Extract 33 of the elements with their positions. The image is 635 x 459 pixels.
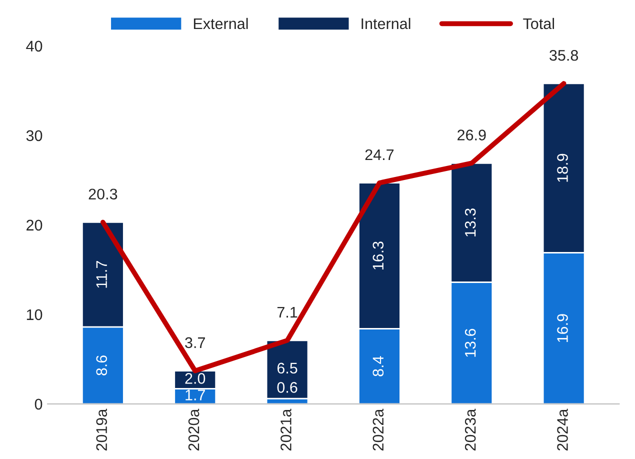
bar (266, 340, 309, 400)
data-label: 2.0 (185, 373, 206, 384)
data-label: 8.6 (96, 355, 108, 376)
y-tick-label: 40 (26, 40, 42, 52)
data-label: 13.6 (464, 328, 476, 357)
data-label: 7.1 (277, 307, 298, 318)
data-label: 1.7 (186, 390, 205, 400)
y-tick-label: 0 (34, 398, 42, 410)
x-tick-label: 2021a (280, 408, 292, 450)
data-label: 3.7 (185, 337, 205, 348)
x-tick-label: 2024a (557, 408, 568, 450)
data-label: 20.3 (88, 188, 118, 200)
legend-label: Internal (362, 18, 410, 30)
x-tick-label: 2023a (464, 408, 476, 450)
y-tick-label: 10 (26, 309, 42, 320)
data-label: 13.3 (464, 208, 476, 236)
data-label: 0.6 (277, 382, 298, 393)
data-label: 16.9 (557, 314, 568, 342)
x-tick-label: 2022a (372, 408, 384, 450)
data-label: 11.7 (96, 261, 107, 288)
data-label: 6.5 (277, 362, 298, 374)
x-tick-label: 2020a (188, 408, 200, 450)
y-tick-label: 30 (26, 130, 42, 142)
legend-label: External (194, 18, 248, 30)
x-tick-label: 2019a (96, 408, 108, 450)
y-tick-label: 20 (26, 220, 42, 231)
data-label: 24.7 (365, 149, 394, 160)
data-label: 18.9 (557, 154, 568, 182)
data-label: 16.3 (372, 242, 384, 270)
data-label: 35.8 (550, 50, 578, 61)
legend-label: Total (523, 18, 554, 30)
data-label: 26.9 (458, 130, 486, 140)
data-label: 8.4 (372, 356, 384, 376)
